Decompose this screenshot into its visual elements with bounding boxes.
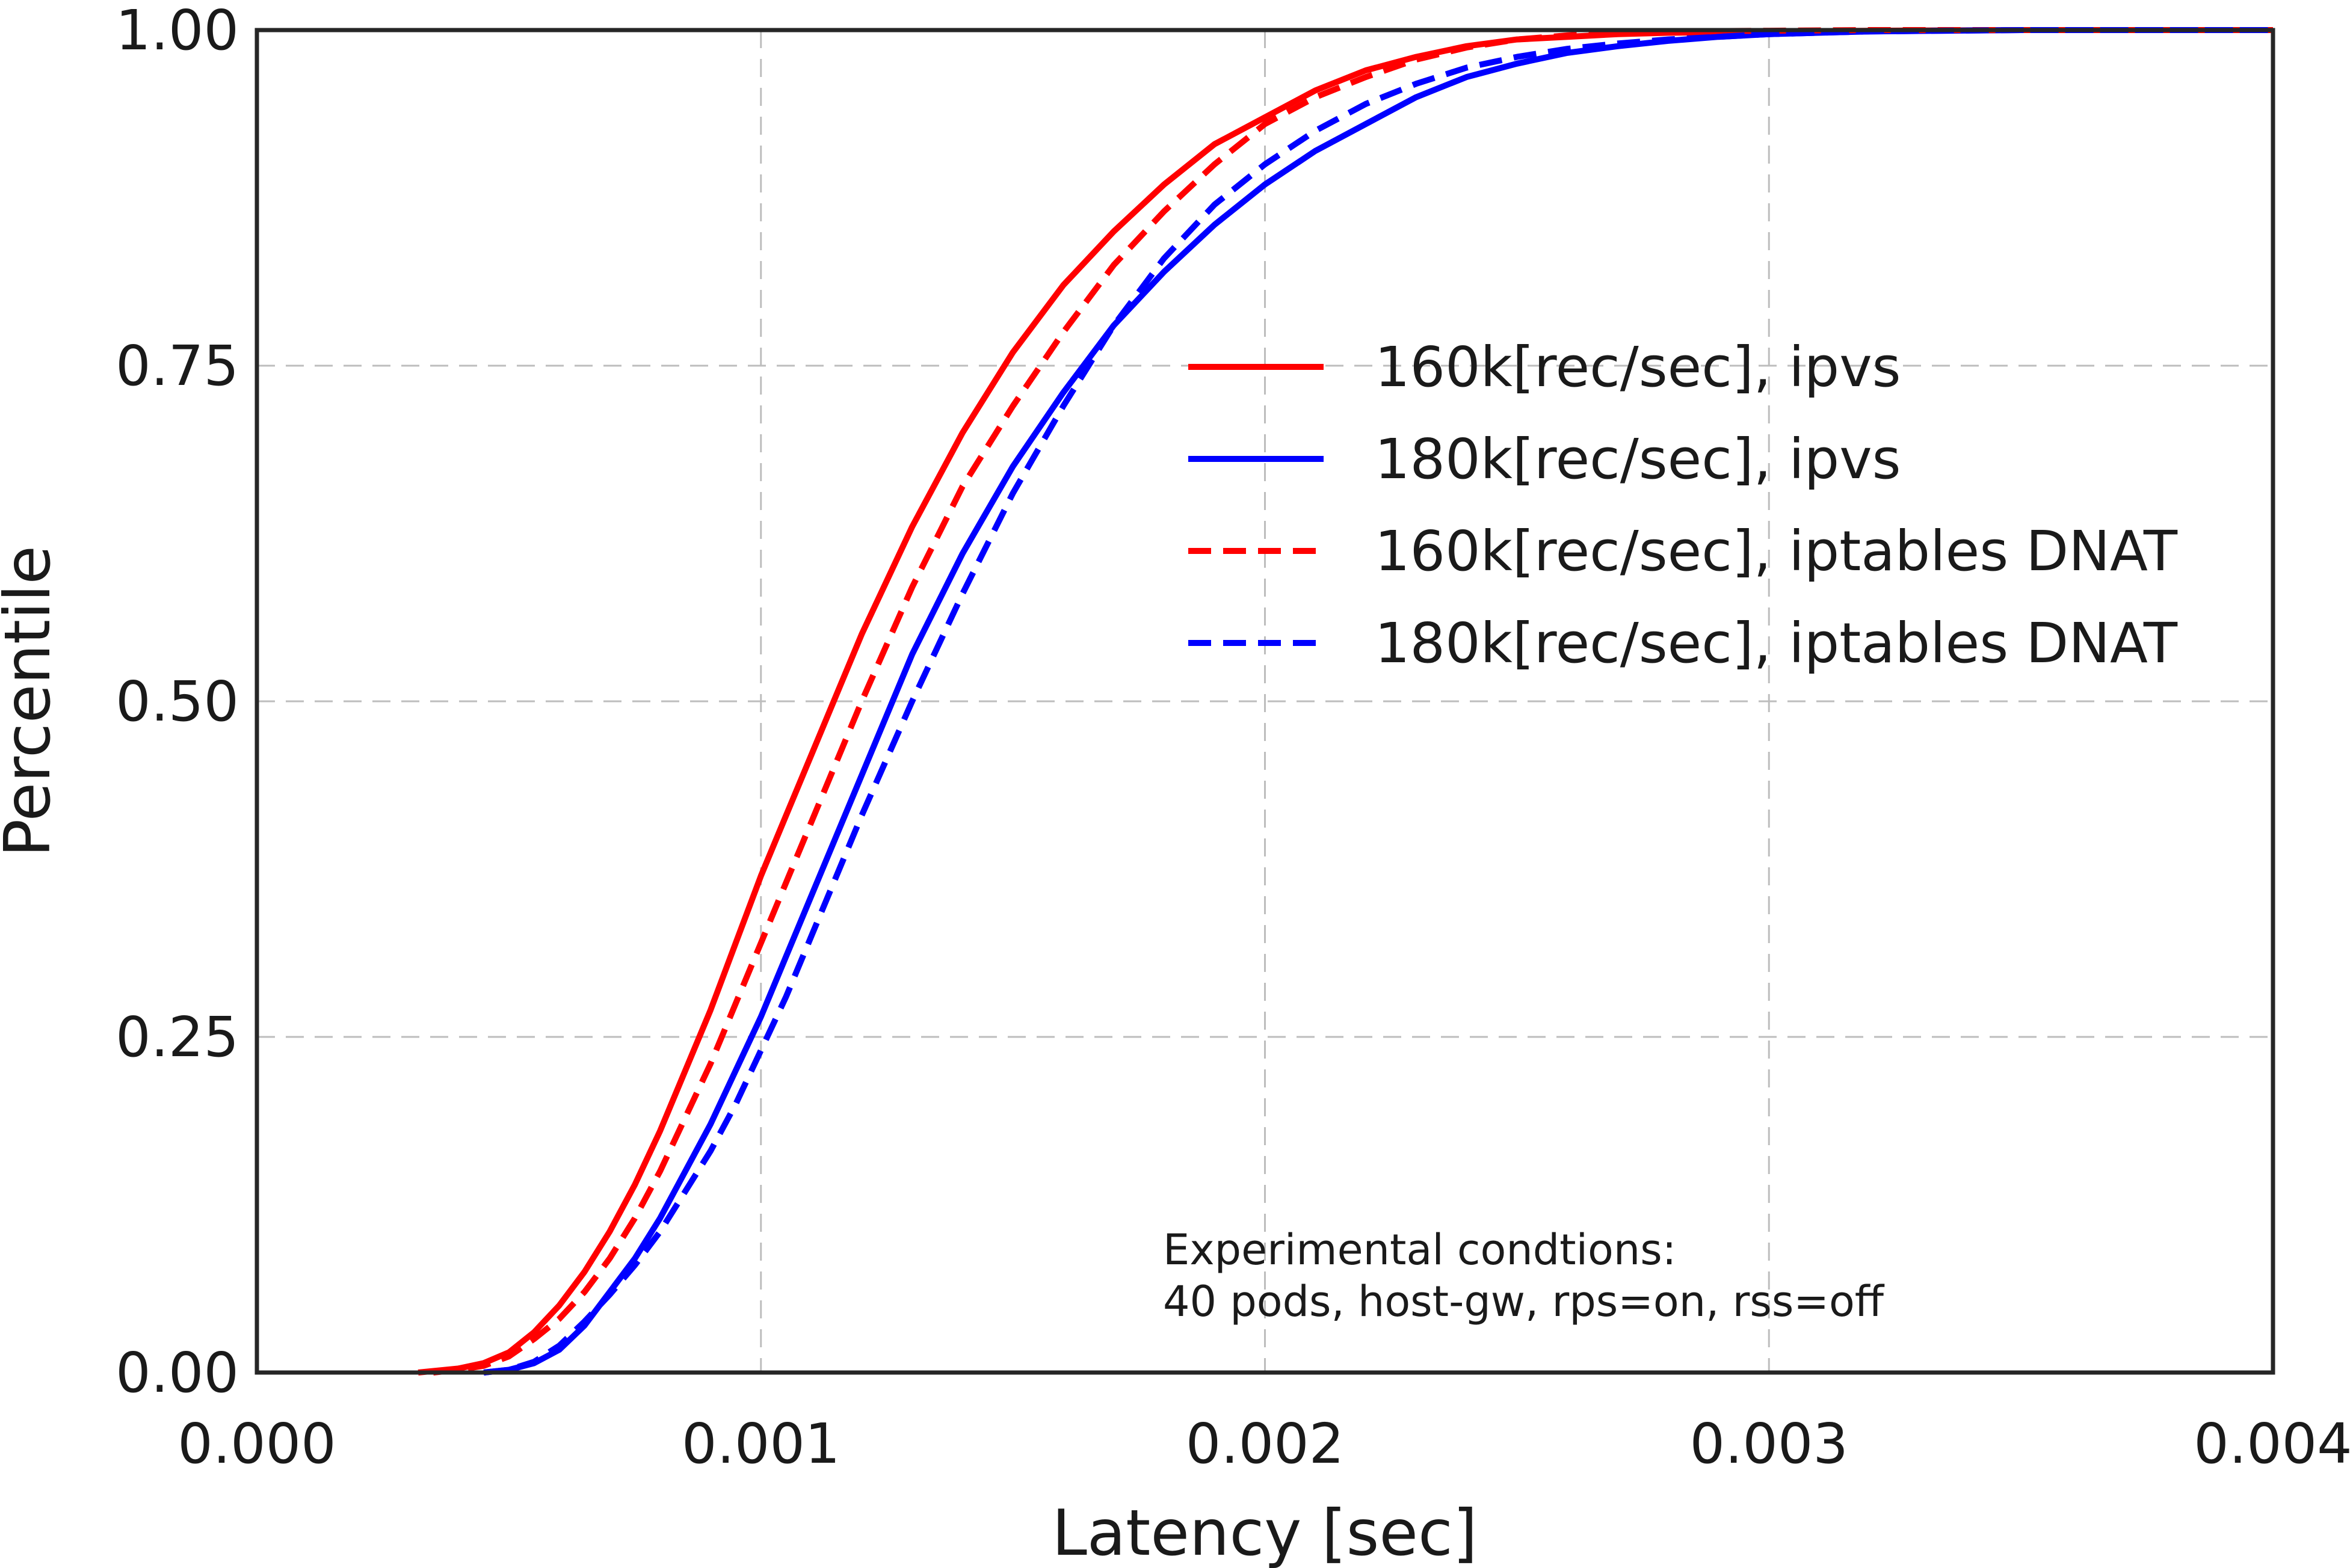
legend-label: 160k[rec/sec], ipvs (1375, 335, 1901, 399)
y-tick-label: 0.75 (116, 334, 239, 398)
series-lines (418, 27, 2273, 1376)
legend-label: 180k[rec/sec], ipvs (1375, 427, 1901, 491)
series-line-4 (483, 27, 2273, 1376)
y-tick-label: 1.00 (116, 0, 239, 63)
x-tick-label: 0.001 (682, 1412, 840, 1476)
grid-lines (257, 30, 2273, 1373)
y-tick-label: 0.25 (116, 1005, 239, 1069)
annotation-line-2: 40 pods, host-gw, rps=on, rss=off (1163, 1277, 1885, 1326)
y-tick-labels: 0.00 0.25 0.50 0.75 1.00 (116, 0, 239, 1405)
legend: 160k[rec/sec], ipvs 180k[rec/sec], ipvs 16… (1188, 335, 2178, 675)
x-tick-label: 0.002 (1186, 1412, 1344, 1476)
x-tick-label: 0.003 (1690, 1412, 1848, 1476)
x-tick-label: 0.000 (177, 1412, 336, 1476)
plot-frame (254, 28, 2275, 1375)
legend-label: 180k[rec/sec], iptables DNAT (1375, 611, 2178, 675)
annotation-line-1: Experimental condtions: (1163, 1225, 1676, 1274)
x-tick-label: 0.004 (2194, 1412, 2350, 1476)
y-axis-label: Percentile (0, 546, 64, 857)
x-axis-label: Latency [sec] (1052, 1496, 1477, 1568)
y-tick-label: 0.50 (116, 669, 239, 734)
x-tick-labels: 0.000 0.001 0.002 0.003 0.004 (177, 1412, 2350, 1476)
y-tick-label: 0.00 (116, 1341, 239, 1405)
legend-label: 160k[rec/sec], iptables DNAT (1375, 519, 2178, 583)
series-line-3 (433, 27, 2273, 1376)
